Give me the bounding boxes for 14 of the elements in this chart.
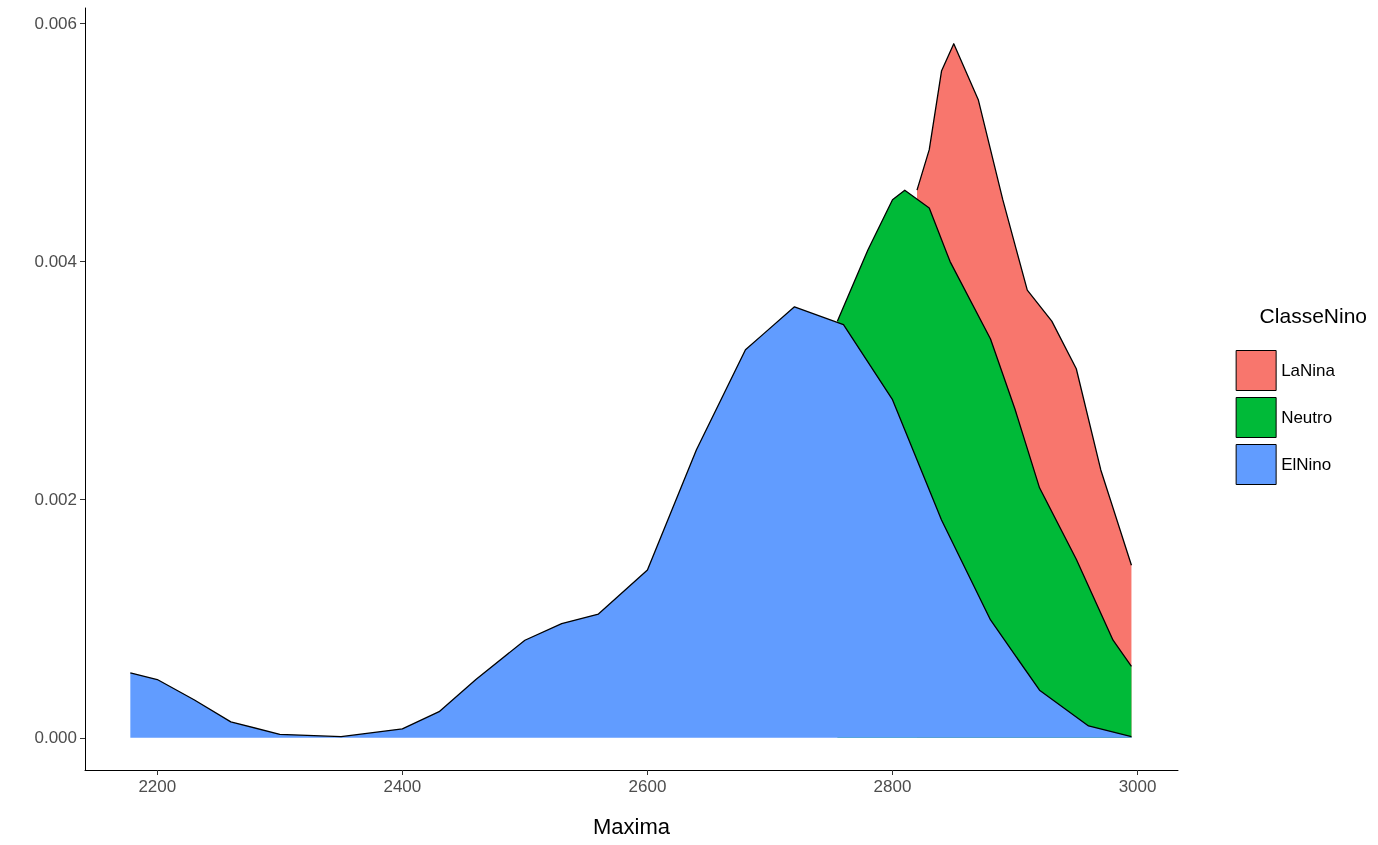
- legend-label: ElNino: [1281, 455, 1332, 474]
- legend-label: Neutro: [1281, 408, 1333, 427]
- y-tick-label: 0.004: [34, 252, 77, 272]
- legend-label: LaNina: [1281, 361, 1336, 380]
- x-axis-title: Maxima: [592, 813, 671, 839]
- x-tick-label: 2400: [383, 777, 422, 796]
- x-tick-label: 2800: [873, 777, 912, 796]
- x-tick-label: 2200: [138, 777, 177, 796]
- y-tick-label: 0.006: [34, 13, 77, 33]
- x-tick-label: 2600: [628, 777, 667, 796]
- y-tick-label: 0.002: [34, 490, 77, 510]
- legend-title: ClasseNino: [1259, 304, 1368, 327]
- x-tick-label: 3000: [1118, 777, 1157, 796]
- y-tick-label: 0.000: [34, 728, 77, 748]
